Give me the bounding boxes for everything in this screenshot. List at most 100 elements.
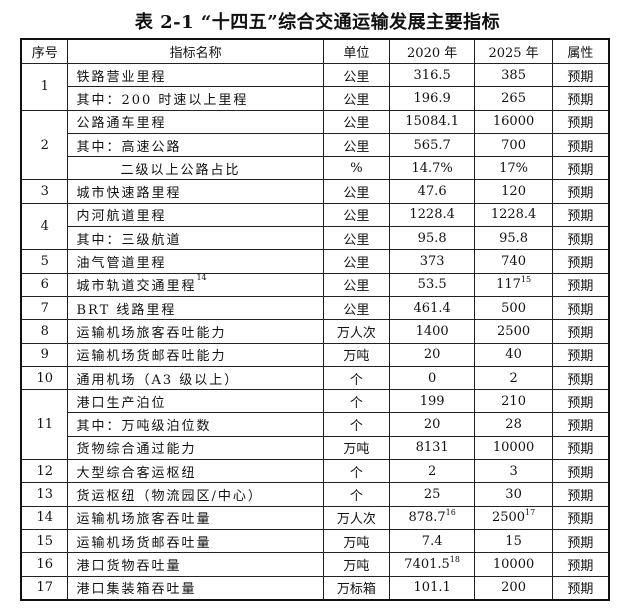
value-2025: 385 [474, 62, 553, 88]
row-number-text: 11 [36, 417, 53, 433]
value-2020: 565.7 [388, 132, 476, 158]
value-2025-text: 117 [496, 277, 521, 293]
indicator-name: 运输机场货邮吞吐能力 [67, 342, 324, 367]
unit: 万标箱 [322, 575, 390, 601]
value-2025-text: 16000 [492, 114, 535, 130]
row-number: 10 [20, 365, 69, 391]
table-row: 15 运输机场货邮吞吐量 万吨 7.4 15 预期 [20, 528, 610, 554]
unit: 公里 [322, 295, 390, 321]
indicator-name: 城市轨道交通里程14 [67, 272, 324, 297]
indicator-name-text: 港口生产泊位 [76, 395, 167, 411]
value-2025-text: 120 [501, 184, 526, 200]
indicator-name: 货运枢纽（物流园区/中心） [67, 482, 324, 507]
unit: 公里 [322, 86, 390, 111]
unit: 万人次 [322, 505, 390, 530]
attribute: 预期 [551, 156, 610, 181]
table-row: 3 城市快速路里程 公里 47.6 120 预期 [20, 179, 610, 204]
value-2020: 20 [388, 412, 476, 437]
value-2025: 210 [474, 389, 553, 414]
attribute: 预期 [551, 319, 610, 344]
indicator-name: 其中：三级航道 [67, 226, 324, 251]
table-row: 货物综合通过能力 万吨 8131 10000 预期 [21, 435, 610, 461]
indicator-name-text: 内河航道里程 [76, 209, 167, 225]
attribute: 预期 [551, 575, 610, 601]
table-row: 7 BRT 线路里程 公里 461.4 500 预期 [20, 295, 610, 321]
value-2025: 500 [474, 295, 553, 321]
indicator-name-text: 港口货物吞吐量 [76, 558, 182, 574]
table-row: 6 城市轨道交通里程14 公里 53.5 11715 预期 [20, 272, 610, 297]
footnote-ref[interactable]: 16 [445, 508, 456, 518]
unit-text: % [350, 160, 363, 176]
value-2020: 15084.1 [388, 109, 476, 134]
footnote-ref[interactable]: 18 [449, 554, 460, 564]
row-number-text: 5 [40, 254, 49, 270]
unit: 公里 [322, 226, 390, 251]
attribute-text: 预期 [567, 349, 594, 365]
indicator-name: 港口生产泊位 [67, 389, 324, 414]
header-unit: 单位 [322, 38, 390, 64]
unit-text: 公里 [343, 139, 370, 155]
attribute: 预期 [551, 482, 610, 507]
footnote-ref[interactable]: 15 [520, 275, 532, 285]
indicator-name: 大型综合客运枢纽 [67, 459, 324, 484]
unit-text: 万吨 [343, 535, 370, 551]
unit-text: 公里 [343, 116, 370, 132]
value-2020-text: 461.4 [413, 300, 451, 316]
unit: 个 [322, 365, 390, 391]
attribute-text: 预期 [567, 558, 594, 574]
row-number: 14 [20, 505, 69, 530]
attribute: 预期 [551, 272, 610, 297]
row-number-text: 12 [36, 463, 53, 479]
value-2025-text: 2 [509, 370, 518, 386]
attribute-text: 预期 [567, 512, 594, 528]
value-2020: 14.7% [388, 156, 476, 181]
value-2025: 200 [474, 575, 553, 601]
indicators-table: 序号 指标名称 单位 2020 年 2025 年 属性 1 铁路营业里程 公里 316… [20, 38, 610, 601]
indicator-name: 其中：高速公路 [67, 132, 324, 158]
row-number-text: 17 [36, 580, 53, 596]
unit-text: 万人次 [336, 512, 376, 528]
value-2020: 878.716 [388, 505, 476, 530]
indicator-name-text: BRT 线路里程 [76, 302, 177, 318]
indicator-name-text: 铁路营业里程 [76, 69, 167, 85]
indicator-name-text: 大型综合客运枢纽 [76, 465, 197, 481]
value-2020: 53.5 [388, 272, 476, 297]
attribute: 预期 [551, 505, 610, 530]
value-2025-text: 3 [509, 463, 518, 479]
unit-text: 万吨 [343, 442, 370, 458]
unit: 公里 [322, 109, 390, 134]
value-2025-text: 385 [501, 67, 526, 83]
footnote-ref[interactable]: 14 [196, 273, 207, 283]
indicator-name: 运输机场旅客吞吐量 [67, 505, 324, 530]
unit-text: 公里 [343, 69, 370, 85]
value-2025: 1228.4 [474, 202, 553, 228]
row-number-text: 14 [36, 510, 53, 526]
value-2025: 700 [474, 132, 553, 158]
value-2020-text: 7401.5 [404, 556, 450, 572]
row-number-text: 13 [36, 486, 53, 502]
row-number-text: 15 [36, 533, 53, 549]
unit: 个 [322, 412, 390, 437]
value-2020: 7.4 [388, 528, 476, 554]
table-title: 表 2-1 “十四五”综合交通运输发展主要指标 [134, 12, 501, 33]
unit: 个 [322, 389, 390, 414]
attribute: 预期 [551, 132, 610, 158]
header-name: 指标名称 [67, 38, 324, 64]
attribute-text: 预期 [567, 162, 594, 178]
value-2025-text: 210 [501, 393, 526, 409]
unit-text: 公里 [343, 302, 370, 318]
value-2020: 0 [388, 365, 476, 391]
indicator-name-text: 城市轨道交通里程 [76, 279, 197, 295]
value-2025-text: 95.8 [499, 230, 529, 246]
attribute: 预期 [551, 202, 610, 228]
attribute: 预期 [551, 342, 610, 367]
footnote-ref[interactable]: 17 [525, 508, 536, 518]
attribute: 预期 [551, 295, 610, 321]
value-2020-text: 316.5 [413, 67, 451, 83]
row-number-text: 9 [40, 347, 49, 363]
value-2025-text: 265 [501, 90, 526, 106]
row-number: 13 [20, 482, 69, 507]
value-2020-text: 2 [428, 463, 437, 479]
unit-text: 公里 [343, 232, 370, 248]
indicator-name: 通用机场（A3 级以上） [67, 365, 324, 391]
